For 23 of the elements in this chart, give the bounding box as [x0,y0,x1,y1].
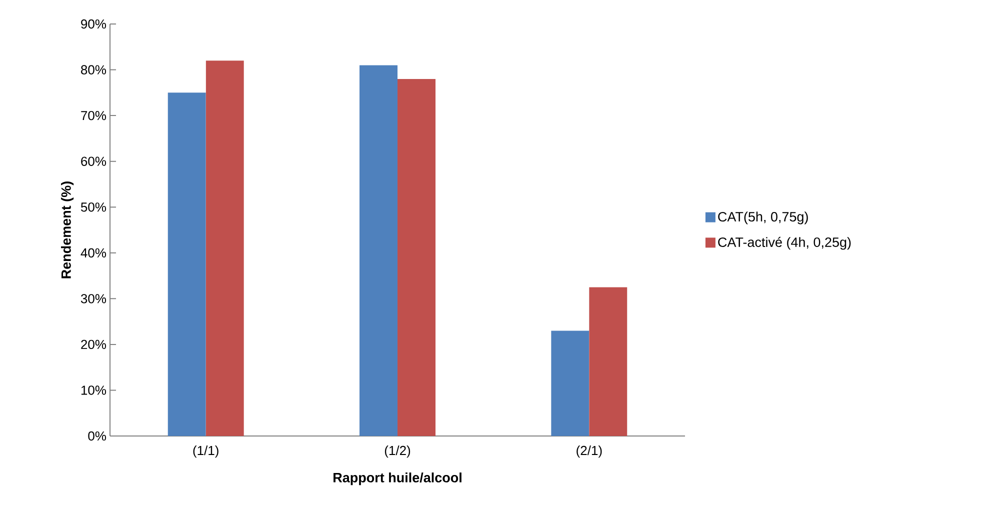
bar [589,287,628,436]
bar [551,330,590,436]
bar [206,60,244,436]
y-tick-label: 90% [81,19,106,29]
y-tick-label: 0% [88,431,106,441]
legend-label: CAT-activé (4h, 0,25g) [718,236,851,250]
y-tick-label: 20% [81,340,106,350]
x-tick-label: (2/1) [576,446,602,458]
y-tick-label: 40% [80,248,106,258]
y-tick-label: 10% [81,386,106,395]
y-tick-label: 30% [80,294,106,304]
bar [168,92,206,436]
y-tick-label: 60% [81,156,106,166]
y-tick-label: 80% [81,65,106,74]
y-axis-title: Rendement (%) [60,182,74,278]
x-tick-label: (1/1) [193,446,218,458]
bar [360,65,398,436]
y-tick-label: 70% [81,110,106,120]
x-tick-label: (1/2) [384,446,410,458]
legend-label: CAT(5h, 0,75g) [718,212,808,224]
bar [398,78,436,436]
x-axis-title: Rapport huile/alcool [334,472,462,486]
y-tick-label: 50% [80,202,106,212]
